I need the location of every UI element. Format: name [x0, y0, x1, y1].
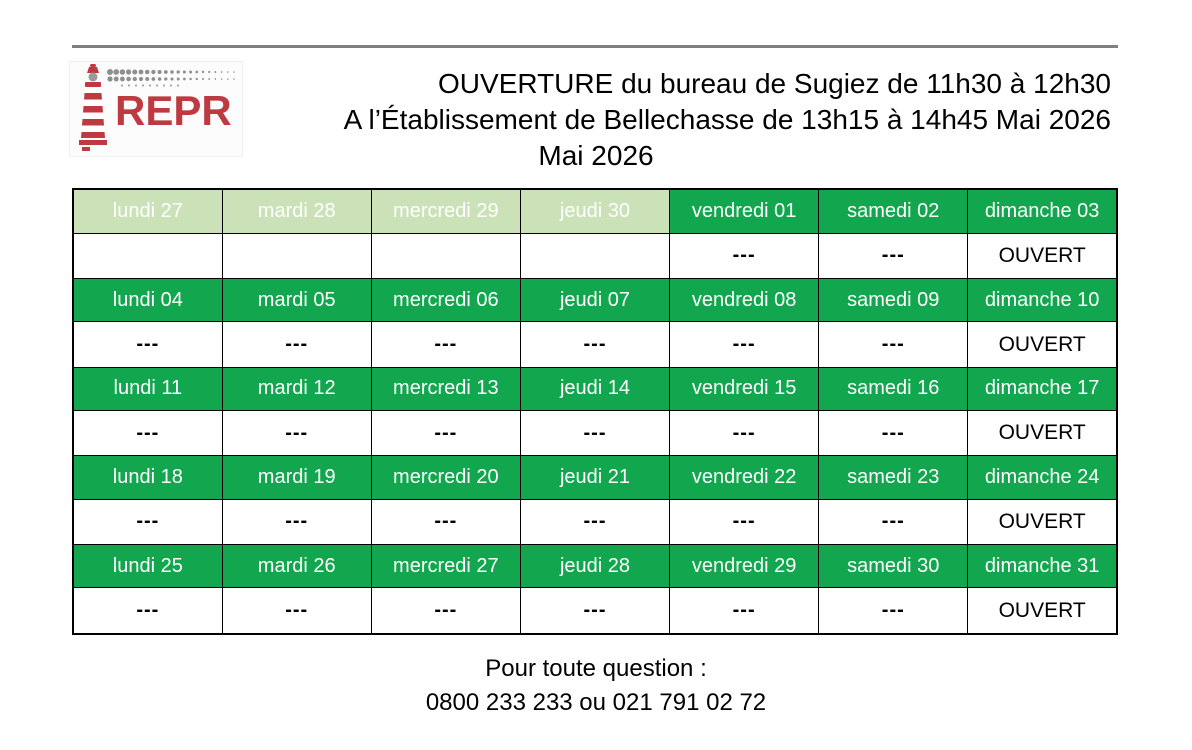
- footer: Pour toute question : 0800 233 233 ou 02…: [0, 652, 1192, 720]
- top-divider-line: [72, 45, 1118, 48]
- status-cell-closed: ---: [818, 587, 969, 635]
- status-cell-closed: ---: [669, 587, 820, 635]
- week-2-status-row: --- --- --- --- --- --- OUVERT: [72, 321, 1118, 368]
- day-cell-samedi-02: samedi 02: [818, 188, 969, 234]
- status-cell-closed: ---: [669, 498, 820, 545]
- status-cell-closed: ---: [72, 410, 223, 457]
- status-cell-empty: [519, 232, 671, 280]
- status-cell-open: OUVERT: [967, 587, 1118, 635]
- status-cell-open: OUVERT: [967, 321, 1118, 368]
- day-cell-dimanche-31: dimanche 31: [967, 543, 1118, 589]
- status-cell-closed: ---: [72, 498, 223, 545]
- day-cell-mardi-05: mardi 05: [221, 278, 372, 323]
- day-cell-vendredi-15: vendredi 15: [669, 366, 820, 412]
- week-3-status-row: --- --- --- --- --- --- OUVERT: [72, 410, 1118, 457]
- day-cell-mardi-26: mardi 26: [221, 543, 372, 589]
- day-cell-mercredi-20: mercredi 20: [370, 455, 521, 500]
- status-cell-closed: ---: [818, 321, 969, 368]
- week-2-day-row: lundi 04 mardi 05 mercredi 06 jeudi 07 vendr…: [72, 278, 1118, 323]
- day-cell-dimanche-03: dimanche 03: [967, 188, 1118, 234]
- day-cell-vendredi-08: vendredi 08: [669, 278, 820, 323]
- day-cell-dimanche-17: dimanche 17: [967, 366, 1118, 412]
- week-4-day-row: lundi 18 mardi 19 mercredi 20 jeudi 21 vendr…: [72, 455, 1118, 500]
- status-cell-closed: ---: [370, 587, 521, 635]
- day-cell-jeudi-28: jeudi 28: [519, 543, 671, 589]
- status-cell-closed: ---: [818, 498, 969, 545]
- day-cell-vendredi-01: vendredi 01: [669, 188, 820, 234]
- status-cell-closed: ---: [370, 321, 521, 368]
- status-cell-closed: ---: [519, 321, 671, 368]
- footer-phone-numbers: 0800 233 233 ou 021 791 02 72: [425, 689, 767, 716]
- status-cell-closed: ---: [519, 410, 671, 457]
- day-cell-mardi-12: mardi 12: [221, 366, 372, 412]
- repr-logo: REPR: [70, 62, 242, 156]
- day-cell-samedi-16: samedi 16: [818, 366, 969, 412]
- status-cell-closed: ---: [221, 587, 372, 635]
- status-cell-empty: [221, 232, 372, 280]
- status-cell-open: OUVERT: [967, 410, 1118, 457]
- day-cell-mardi-28: mardi 28: [221, 188, 372, 234]
- week-5-status-row: --- --- --- --- --- --- OUVERT: [72, 587, 1118, 635]
- status-cell-closed: ---: [669, 321, 820, 368]
- status-cell-closed: ---: [370, 410, 521, 457]
- day-cell-jeudi-30: jeudi 30: [519, 188, 671, 234]
- logo-text: REPR: [115, 87, 232, 134]
- title-line-2: A l’Établissement de Bellechasse de 13h1…: [343, 104, 1111, 135]
- status-cell-closed: ---: [519, 587, 671, 635]
- day-cell-jeudi-14: jeudi 14: [519, 366, 671, 412]
- day-cell-samedi-09: samedi 09: [818, 278, 969, 323]
- status-cell-closed: ---: [669, 410, 820, 457]
- day-cell-jeudi-07: jeudi 07: [519, 278, 671, 323]
- week-4-status-row: --- --- --- --- --- --- OUVERT: [72, 498, 1118, 545]
- week-3-day-row: lundi 11 mardi 12 mercredi 13 jeudi 14 vendr…: [72, 366, 1118, 412]
- day-cell-mercredi-13: mercredi 13: [370, 366, 521, 412]
- week-1-status-row: --- --- OUVERT: [72, 232, 1118, 280]
- day-cell-jeudi-21: jeudi 21: [519, 455, 671, 500]
- status-cell-closed: ---: [818, 410, 969, 457]
- day-cell-mercredi-29: mercredi 29: [370, 188, 521, 234]
- status-cell-closed: ---: [669, 232, 820, 280]
- day-cell-mercredi-06: mercredi 06: [370, 278, 521, 323]
- day-cell-lundi-27: lundi 27: [72, 188, 223, 234]
- day-cell-mercredi-27: mercredi 27: [370, 543, 521, 589]
- day-cell-lundi-18: lundi 18: [72, 455, 223, 500]
- lighthouse-icon: [79, 64, 235, 151]
- day-cell-mardi-19: mardi 19: [221, 455, 372, 500]
- status-cell-open: OUVERT: [967, 498, 1118, 545]
- title-line-1: OUVERTURE du bureau de Sugiez de 11h30 à…: [438, 68, 1111, 99]
- calendar-table: lundi 27 mardi 28 mercredi 29 jeudi 30 vendr…: [72, 188, 1118, 635]
- status-cell-closed: ---: [221, 498, 372, 545]
- day-cell-lundi-11: lundi 11: [72, 366, 223, 412]
- status-cell-closed: ---: [72, 587, 223, 635]
- status-cell-closed: ---: [370, 498, 521, 545]
- week-1-day-row: lundi 27 mardi 28 mercredi 29 jeudi 30 vendr…: [72, 188, 1118, 234]
- day-cell-dimanche-10: dimanche 10: [967, 278, 1118, 323]
- title-line-month: Mai 2026: [538, 140, 654, 171]
- status-cell-closed: ---: [221, 321, 372, 368]
- page-title: OUVERTURE du bureau de Sugiez de 11h30 à…: [72, 66, 1118, 174]
- day-cell-samedi-30: samedi 30: [818, 543, 969, 589]
- day-cell-samedi-23: samedi 23: [818, 455, 969, 500]
- day-cell-vendredi-22: vendredi 22: [669, 455, 820, 500]
- day-cell-lundi-25: lundi 25: [72, 543, 223, 589]
- status-cell-empty: [370, 232, 521, 280]
- day-cell-dimanche-24: dimanche 24: [967, 455, 1118, 500]
- day-cell-vendredi-29: vendredi 29: [669, 543, 820, 589]
- status-cell-closed: ---: [221, 410, 372, 457]
- week-5-day-row: lundi 25 mardi 26 mercredi 27 jeudi 28 vendr…: [72, 543, 1118, 589]
- logo-dots-pattern: [107, 69, 235, 87]
- footer-question-label: Pour toute question :: [485, 655, 707, 682]
- status-cell-empty: [72, 232, 223, 280]
- status-cell-open: OUVERT: [967, 232, 1118, 280]
- status-cell-closed: ---: [818, 232, 969, 280]
- status-cell-closed: ---: [72, 321, 223, 368]
- day-cell-lundi-04: lundi 04: [72, 278, 223, 323]
- status-cell-closed: ---: [519, 498, 671, 545]
